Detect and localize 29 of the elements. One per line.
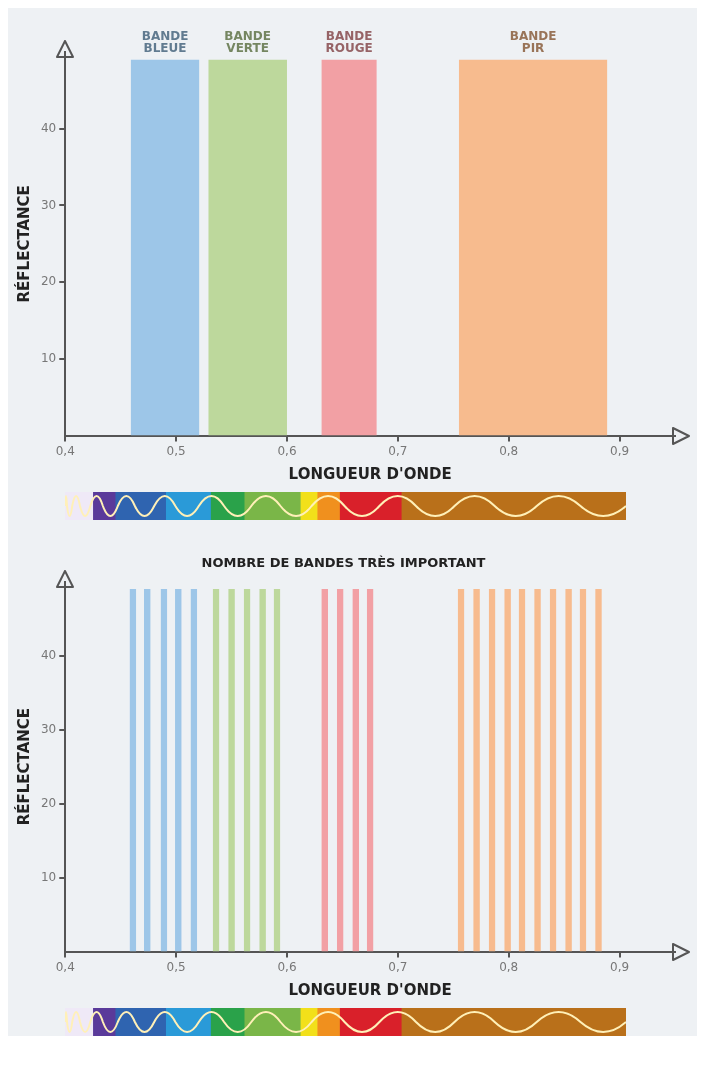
x-tick-label: 0,7 — [388, 443, 408, 458]
y-axis-title: RÉFLECTANCE — [13, 707, 33, 826]
y-tick-label: 10 — [40, 351, 57, 366]
x-tick-label: 0,9 — [610, 443, 630, 458]
y-tick-label: 20 — [40, 274, 57, 289]
x-axis-title: LONGUEUR D'ONDE — [288, 464, 452, 483]
x-tick-label: 0,6 — [277, 959, 297, 974]
y-tick-label: 30 — [40, 197, 57, 212]
x-tick-label: 0,4 — [55, 959, 75, 974]
x-tick-label: 0,5 — [166, 443, 186, 458]
y-tick-label: 40 — [40, 120, 57, 135]
series-label: BANDE ROUGE — [325, 28, 373, 55]
y-tick-label: 40 — [40, 647, 57, 662]
x-tick-label: 0,5 — [166, 959, 186, 974]
y-tick-label: 10 — [40, 869, 57, 884]
y-tick-label: 30 — [40, 721, 57, 736]
x-tick-label: 0,8 — [499, 959, 519, 974]
y-axis-title: RÉFLECTANCE — [13, 185, 33, 303]
series-label: BANDE PIR — [509, 28, 557, 55]
y-tick-label: 20 — [40, 795, 57, 810]
x-tick-label: 0,7 — [388, 959, 408, 974]
series-label: BANDE BLEUE — [141, 28, 189, 55]
x-tick-label: 0,6 — [277, 443, 297, 458]
x-tick-label: 0,4 — [55, 443, 75, 458]
x-tick-label: 0,9 — [610, 959, 630, 974]
x-axis-title: LONGUEUR D'ONDE — [288, 980, 452, 999]
chart-title: NOMBRE DE BANDES TRÈS IMPORTANT — [201, 555, 486, 571]
x-tick-label: 0,8 — [499, 443, 519, 458]
series-label: BANDE VERTE — [224, 28, 271, 55]
